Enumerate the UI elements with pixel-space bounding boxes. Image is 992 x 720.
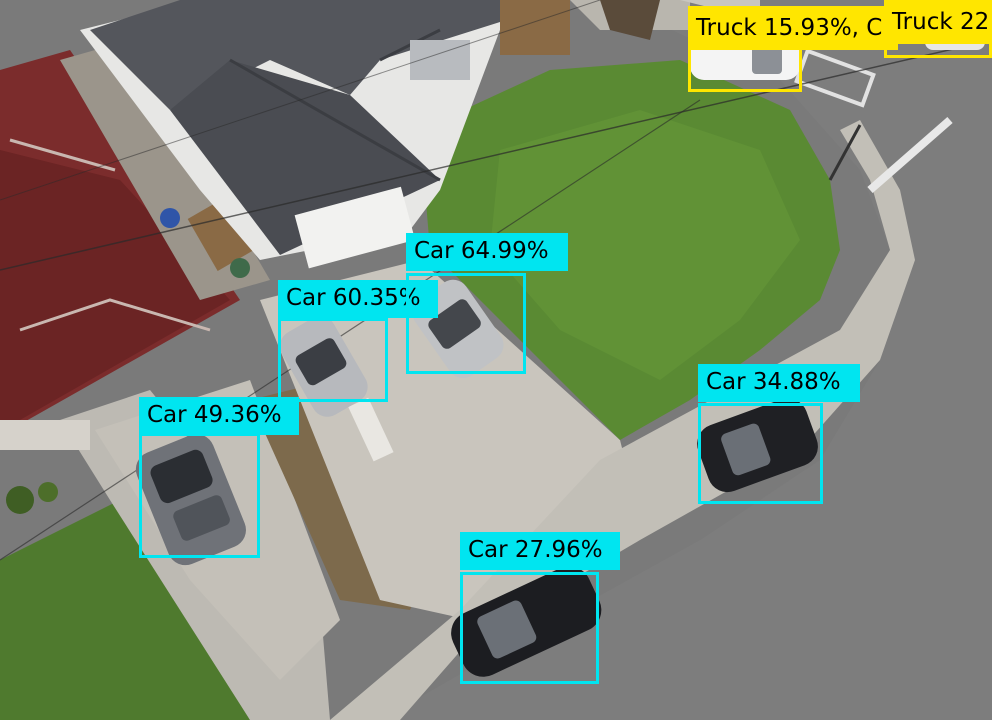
car-detection-label: Car 64.99% [406,233,568,271]
car-detection-label: Car 60.35% [278,280,438,318]
car-detection-label: Car 27.96% [460,532,620,570]
car-detection-label: Car 34.88% [698,364,860,402]
car-detection-box [139,433,260,558]
truck-detection-label: Truck 15.93%, C [688,6,898,50]
car-detection-box [460,572,599,684]
car-detection-box [406,273,526,374]
truck-detection-label: Truck 22 [884,0,992,44]
car-detection-label: Car 49.36% [139,397,299,435]
car-detection-box [698,403,823,504]
car-detection-box [278,318,388,402]
